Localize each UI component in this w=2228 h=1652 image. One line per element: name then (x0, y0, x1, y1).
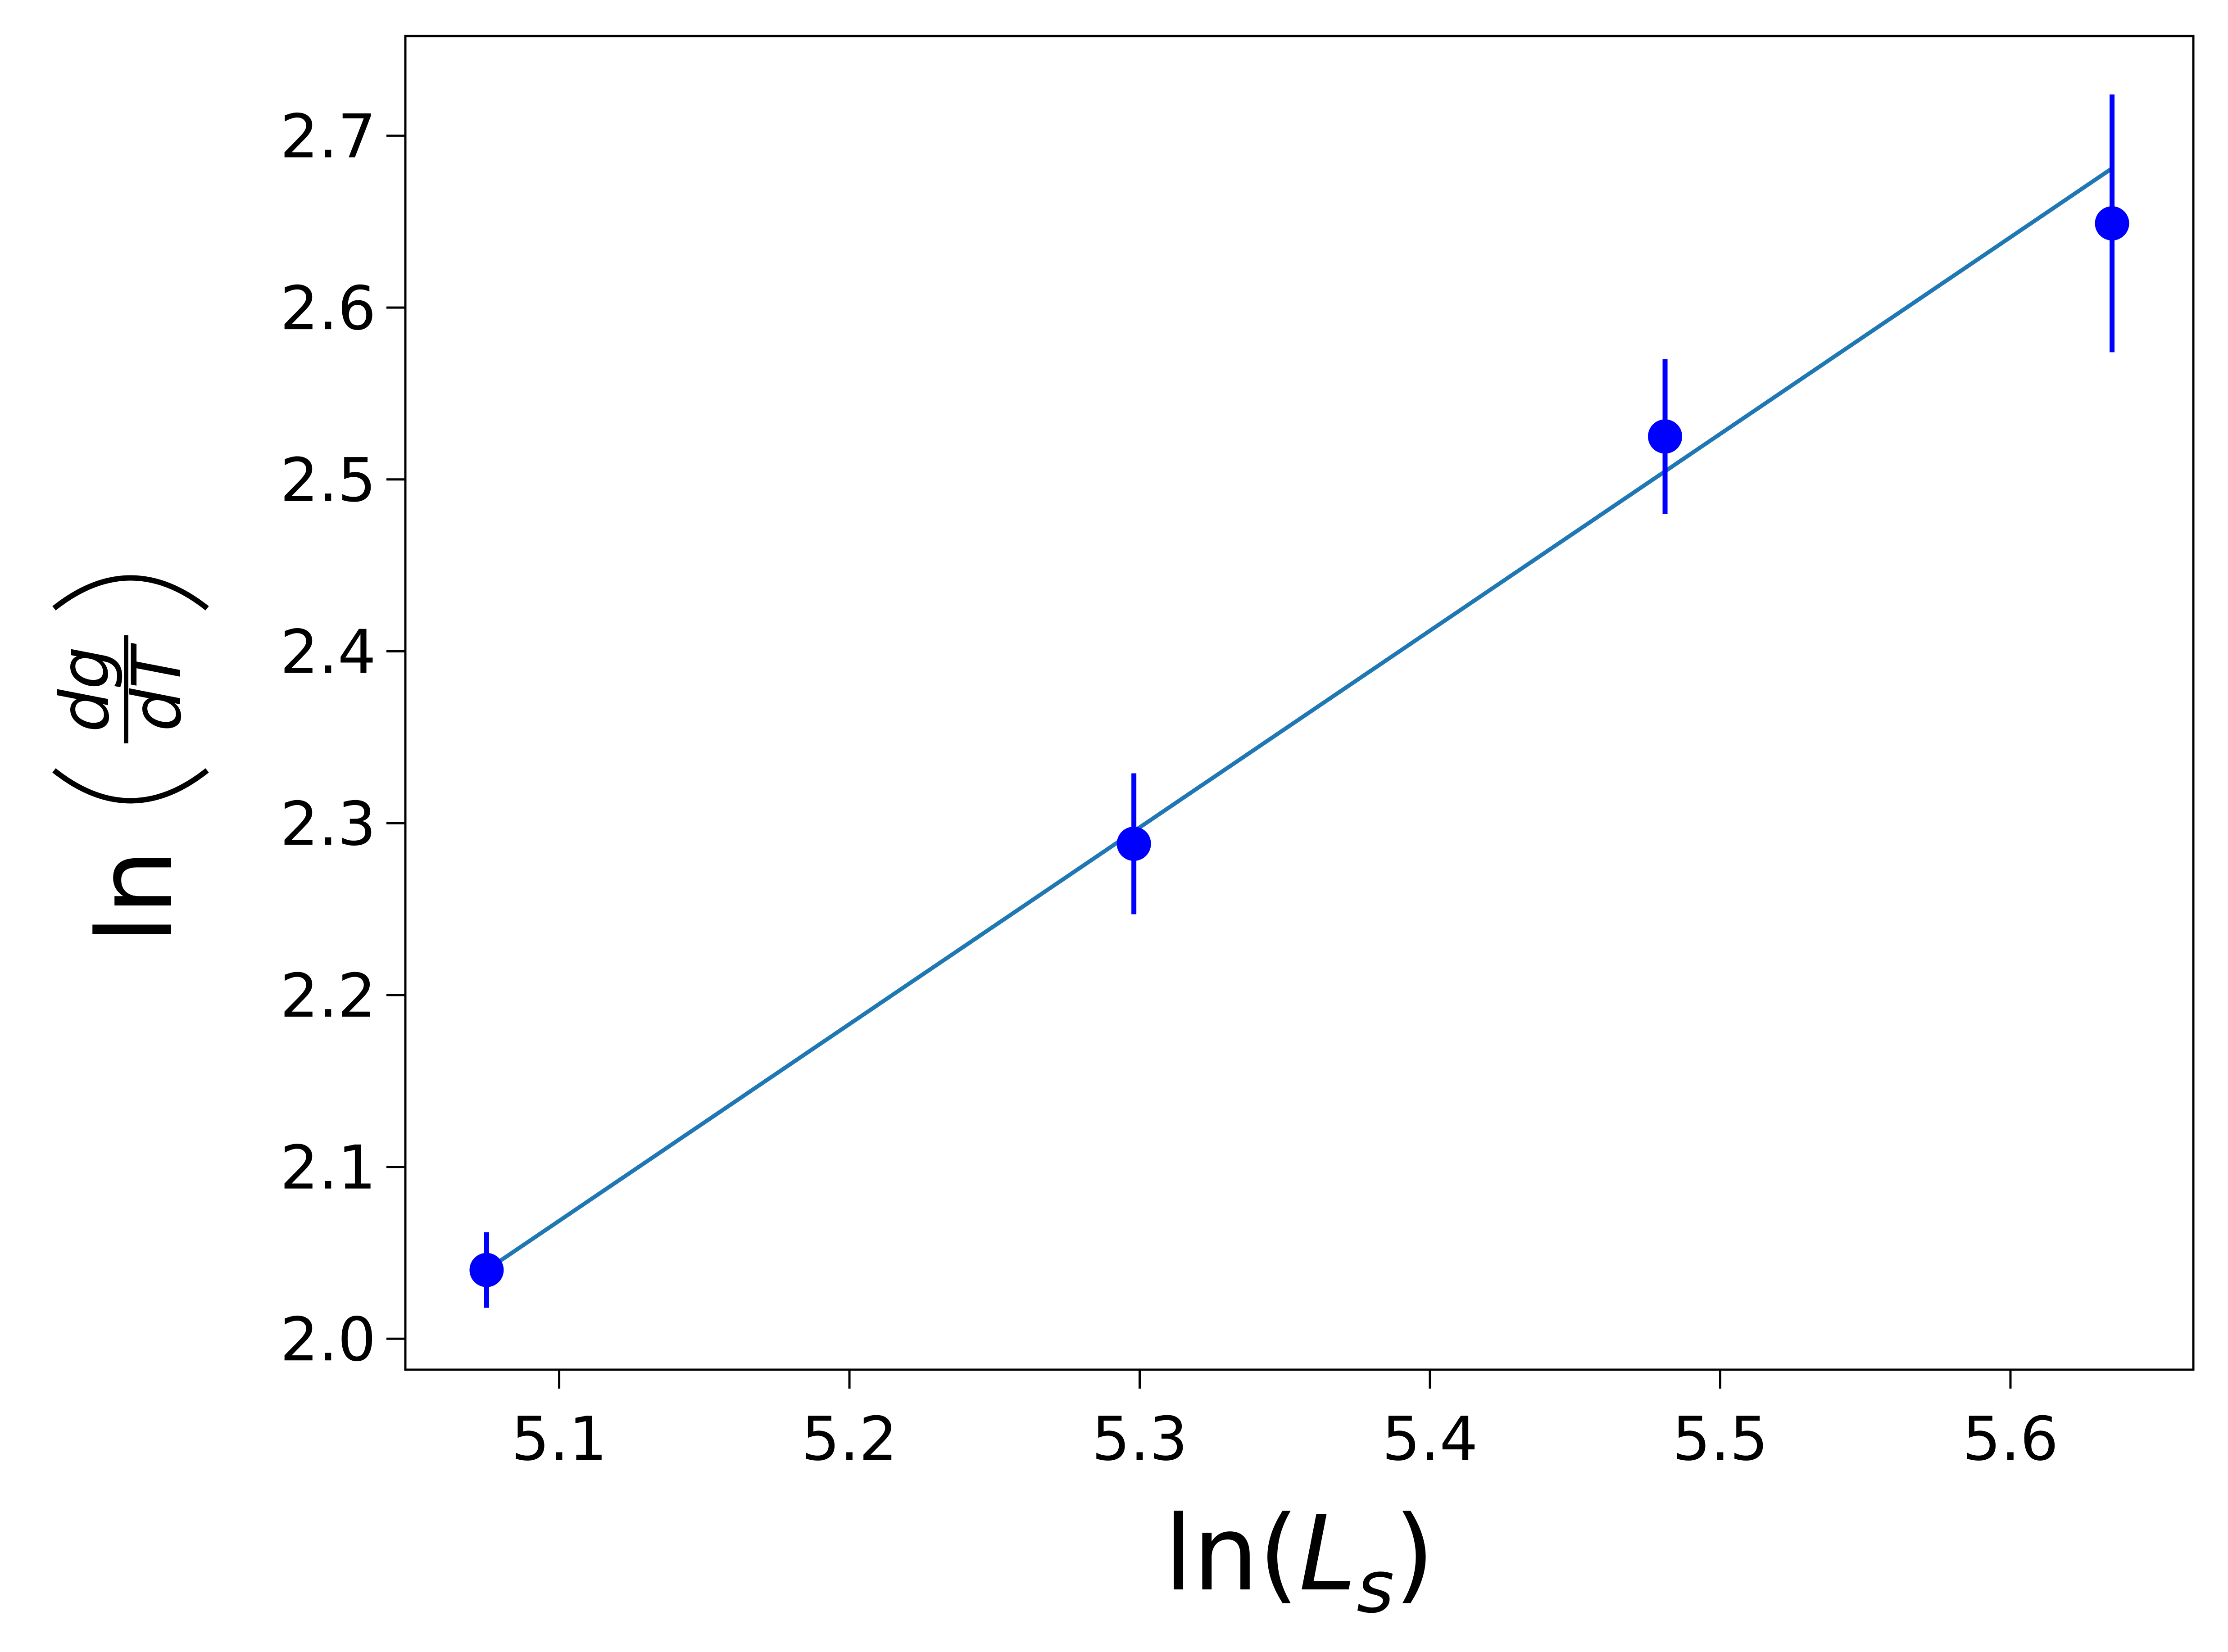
y-axis-label-right-paren (52, 575, 209, 611)
y-tick-label: 2.7 (280, 101, 376, 172)
y-axis-label-ln: ln (76, 849, 196, 944)
x-axis-label: ln(Ls) (1164, 1494, 1435, 1629)
fit-line-layer (485, 167, 2114, 1272)
y-tick-label: 2.3 (280, 789, 376, 859)
x-axis-label-base: ln( (1164, 1494, 1299, 1614)
x-tick-label: 5.2 (802, 1404, 898, 1474)
x-axis-label-subscript: s (1357, 1545, 1394, 1629)
x-tick-label: 5.1 (511, 1404, 607, 1474)
y-tick-label: 2.4 (280, 617, 376, 687)
x-axis-label-close: ) (1394, 1494, 1435, 1614)
y-tick-label: 2.2 (280, 961, 376, 1031)
x-tick-label: 5.5 (1672, 1404, 1768, 1474)
y-tick-label: 2.6 (280, 273, 376, 344)
y-tick-label: 2.5 (280, 445, 376, 516)
x-axis-label-symbol: L (1299, 1494, 1357, 1614)
data-point (1116, 826, 1151, 861)
data-point (1648, 419, 1683, 454)
x-tick-label: 5.3 (1092, 1404, 1188, 1474)
y-axis-label-numerator: dg (46, 647, 124, 732)
x-tick-label: 5.4 (1382, 1404, 1478, 1474)
y-axis-label-left-paren (52, 768, 209, 804)
y-axis-ticks: 2.0 2.1 2.2 2.3 2.4 2.5 2.6 2.7 (280, 101, 405, 1375)
y-axis-label: ln dg dT (46, 575, 209, 944)
fit-line (485, 167, 2114, 1272)
data-point (2095, 206, 2129, 241)
data-points-layer (469, 94, 2129, 1308)
data-point (469, 1253, 504, 1287)
y-tick-label: 2.1 (280, 1133, 376, 1203)
y-axis-label-denominator: dT (118, 643, 196, 731)
y-tick-label: 2.0 (280, 1304, 376, 1375)
x-tick-label: 5.6 (1962, 1404, 2058, 1474)
x-axis-ticks: 5.1 5.2 5.3 5.4 5.5 5.6 (511, 1370, 2059, 1474)
plot-frame (404, 35, 2195, 1371)
